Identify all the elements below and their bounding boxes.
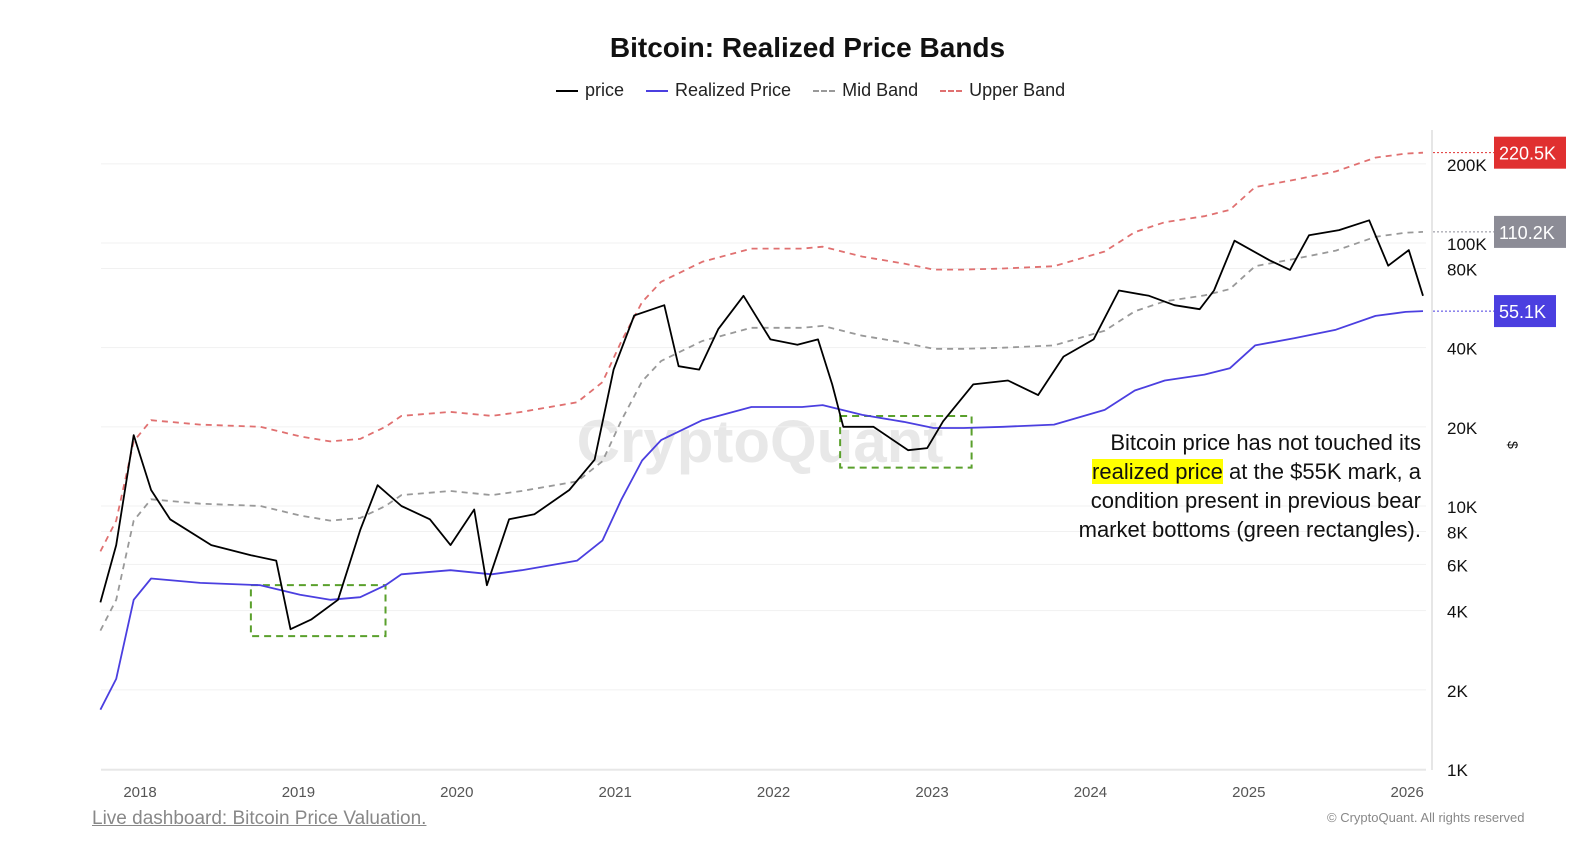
y-tick-label: 2K bbox=[1447, 682, 1468, 701]
x-tick-label: 2026 bbox=[1391, 784, 1424, 801]
x-tick-label: 2021 bbox=[599, 784, 632, 801]
annotation-line-4: market bottoms (green rectangles). bbox=[1078, 517, 1421, 542]
highlight-box bbox=[249, 584, 387, 638]
legend-label: Upper Band bbox=[969, 80, 1066, 100]
chart-title: Bitcoin: Realized Price Bands bbox=[609, 32, 1006, 63]
x-tick-label: 2020 bbox=[440, 784, 473, 801]
x-tick-label: 2025 bbox=[1232, 784, 1265, 801]
y-tick-label: 40K bbox=[1447, 340, 1478, 359]
legend-swatch bbox=[556, 89, 578, 92]
legend-item[interactable]: Mid Band bbox=[813, 80, 918, 101]
legend-label: price bbox=[585, 80, 625, 100]
x-tick-label: 2023 bbox=[915, 784, 948, 801]
series-line-price bbox=[99, 219, 1424, 631]
last-value-badge bbox=[1494, 295, 1556, 328]
annotation-line-1: Bitcoin price has not touched its bbox=[1110, 430, 1421, 455]
series-line-upper-band bbox=[99, 151, 1424, 552]
legend-swatch bbox=[813, 89, 836, 92]
legend-label: Realized Price bbox=[675, 80, 792, 100]
y-tick-label: 20K bbox=[1447, 419, 1478, 438]
watermark: CryptoQuant bbox=[577, 408, 944, 475]
legend-item[interactable]: Realized Price bbox=[646, 80, 791, 101]
legend: price Realized Price Mid Band Upper Band bbox=[556, 80, 1065, 101]
last-value-badge bbox=[1494, 215, 1566, 248]
highlight-box bbox=[839, 414, 973, 469]
legend-item[interactable]: Upper Band bbox=[940, 80, 1065, 101]
y-tick-label: 100K bbox=[1447, 235, 1487, 254]
last-value-label: 220.5K bbox=[1499, 144, 1556, 164]
y-tick-label: 80K bbox=[1447, 260, 1478, 279]
x-tick-label: 2024 bbox=[1074, 784, 1107, 801]
live-dashboard-link[interactable]: Live dashboard: Bitcoin Price Valuation. bbox=[92, 808, 427, 829]
legend-swatch bbox=[940, 89, 963, 92]
legend-label: Mid Band bbox=[842, 80, 919, 100]
last-value-label: 110.2K bbox=[1499, 223, 1555, 243]
y-tick-label: 8K bbox=[1447, 523, 1468, 542]
series-line-realized-price bbox=[99, 310, 1424, 711]
y-axis-label: $ bbox=[1505, 441, 1521, 449]
annotation-line-3: condition present in previous bear bbox=[1090, 488, 1421, 513]
x-tick-label: 2022 bbox=[757, 784, 790, 801]
y-tick-label: 1K bbox=[1447, 761, 1468, 780]
x-tick-label: 2018 bbox=[123, 784, 156, 801]
y-tick-label: 200K bbox=[1447, 156, 1487, 175]
series-line-mid-band bbox=[99, 231, 1424, 632]
last-value-label: 55.1K bbox=[1499, 302, 1546, 322]
copyright: © CryptoQuant. All rights reserved bbox=[1327, 810, 1525, 825]
legend-swatch bbox=[646, 89, 669, 92]
y-tick-label: 4K bbox=[1447, 603, 1468, 622]
annotation: Bitcoin price has not touched its realiz… bbox=[1079, 428, 1421, 544]
annotation-highlight: realized price bbox=[1092, 459, 1223, 484]
y-tick-label: 10K bbox=[1447, 498, 1478, 517]
x-tick-label: 2019 bbox=[282, 784, 315, 801]
legend-item[interactable]: price bbox=[556, 80, 624, 101]
last-value-badge bbox=[1494, 136, 1566, 169]
annotation-line-2: at the $55K mark, a bbox=[1222, 459, 1421, 484]
y-tick-label: 6K bbox=[1447, 556, 1468, 575]
